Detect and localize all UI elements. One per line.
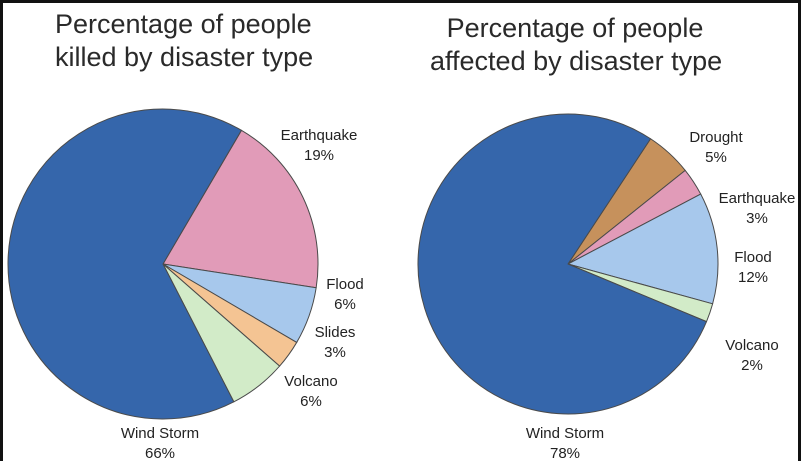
chart-2-label-earthquake: Earthquake 3%: [707, 189, 801, 229]
chart-1-label-flood-name: Flood: [326, 276, 364, 293]
chart-2-slice-flood: [567, 193, 719, 305]
chart-2-label-wind-storm: Wind Storm 78%: [505, 424, 625, 461]
chart-2-label-wind-storm-name: Wind Storm: [525, 425, 605, 442]
chart-1-label-earthquake: Earthquake 19%: [271, 126, 367, 166]
chart-1-label-slides-name: Slides: [314, 324, 356, 341]
chart-1-label-volcano-name: Volcano: [284, 373, 338, 390]
chart-1-slice-wind-storm: [7, 108, 242, 420]
chart-2-title-line-1: Percentage of people: [446, 13, 704, 43]
chart-1-title-line-2: killed by disaster type: [55, 42, 314, 72]
chart-1-label-wind-storm: Wind Storm 66%: [100, 424, 220, 461]
chart-2-label-wind-storm-value: 78%: [549, 445, 581, 461]
chart-1-label-volcano: Volcano 6%: [271, 372, 351, 412]
chart-2-label-drought-name: Drought: [689, 129, 743, 146]
chart-1-label-earthquake-value: 19%: [303, 147, 335, 164]
chart-1-label-flood-value: 6%: [334, 296, 356, 313]
chart-2-title: Percentage of people affected by disaste…: [430, 12, 723, 78]
chart-1-label-wind-storm-name: Wind Storm: [120, 425, 200, 442]
chart-1-label-volcano-value: 6%: [300, 393, 322, 410]
chart-2-label-flood: Volcano Flood 12%: [718, 248, 788, 288]
chart-2-label-volcano-value: 2%: [741, 357, 763, 374]
chart-1-label-slides-value: 3%: [324, 344, 346, 361]
chart-2-slice-wind-storm: [417, 113, 707, 415]
chart-2-label-volcano: Volcano 2%: [710, 336, 794, 376]
chart-2-label-volcano-name: Volcano: [725, 337, 779, 354]
chart-1-title-line-1: Percentage of people: [55, 9, 312, 39]
frame-border-top: [0, 0, 801, 3]
frame-border-left: [0, 0, 3, 461]
chart-1-title: Percentage of people killed by disaster …: [55, 8, 314, 74]
chart-2-label-earthquake-value: 3%: [746, 210, 768, 227]
chart-1-label-flood: Flood 6%: [310, 275, 380, 315]
chart-1-label-wind-storm-value: 66%: [144, 445, 176, 461]
chart-2-label-drought-value: 5%: [705, 149, 727, 166]
chart-2-title-line-2: affected by disaster type: [430, 46, 723, 76]
chart-1-label-earthquake-name: Earthquake: [280, 127, 358, 144]
chart-1-slice-earthquake: [162, 129, 319, 289]
frame-border-right: [798, 0, 801, 461]
chart-2-label-flood-name-text: Flood: [734, 249, 772, 266]
chart-2-label-drought: Drought 5%: [674, 128, 758, 168]
chart-2-label-flood-value: 12%: [737, 269, 769, 286]
chart-2-label-earthquake-name: Earthquake: [718, 190, 796, 207]
chart-1-label-slides: Slides 3%: [300, 323, 370, 363]
